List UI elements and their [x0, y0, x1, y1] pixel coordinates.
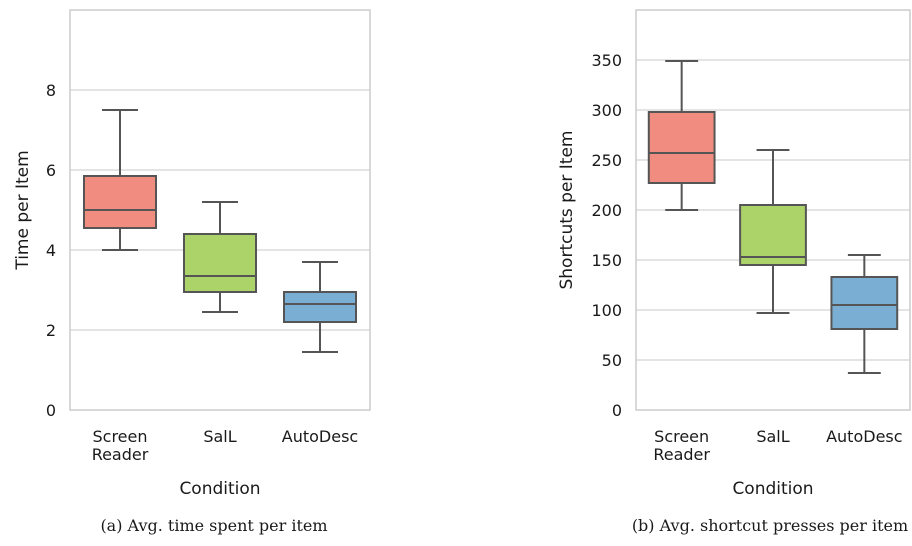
figure-caption: (b) Avg. shortcut presses per item — [632, 516, 908, 535]
plot-frame — [69, 9, 371, 411]
x-tick-label: SalL — [756, 427, 789, 446]
x-axis-label: Condition — [732, 479, 813, 499]
box-iqr — [83, 175, 157, 229]
figure-caption: (a) Avg. time spent per item — [100, 516, 327, 535]
plot-frame — [635, 9, 911, 411]
x-tick-label: Reader — [92, 445, 149, 464]
y-tick-label: 50 — [602, 351, 622, 370]
x-tick-label: Reader — [653, 445, 710, 464]
box-iqr — [283, 291, 357, 323]
x-tick-label: Screen — [92, 427, 147, 446]
y-tick-label: 0 — [46, 401, 56, 420]
y-tick-label: 150 — [591, 251, 622, 270]
y-tick-label: 100 — [591, 301, 622, 320]
y-tick-label: 4 — [46, 241, 56, 260]
x-tick-label: Screen — [654, 427, 709, 446]
y-tick-label: 2 — [46, 321, 56, 340]
y-axis-label: Time per Item — [13, 150, 33, 270]
y-axis-label: Shortcuts per Item — [557, 130, 577, 289]
y-tick-label: 250 — [591, 151, 622, 170]
y-tick-label: 6 — [46, 161, 56, 180]
y-tick-label: 8 — [46, 81, 56, 100]
x-tick-label: SalL — [203, 427, 236, 446]
y-tick-label: 350 — [591, 51, 622, 70]
x-tick-label: AutoDesc — [826, 427, 902, 446]
x-tick-label: AutoDesc — [282, 427, 358, 446]
box-iqr — [739, 204, 807, 266]
x-axis-label: Condition — [179, 479, 260, 499]
y-tick-label: 200 — [591, 201, 622, 220]
box-iqr — [647, 111, 716, 184]
y-tick-label: 300 — [591, 101, 622, 120]
box-iqr — [830, 276, 899, 330]
y-tick-label: 0 — [612, 401, 622, 420]
box-iqr — [183, 233, 257, 293]
